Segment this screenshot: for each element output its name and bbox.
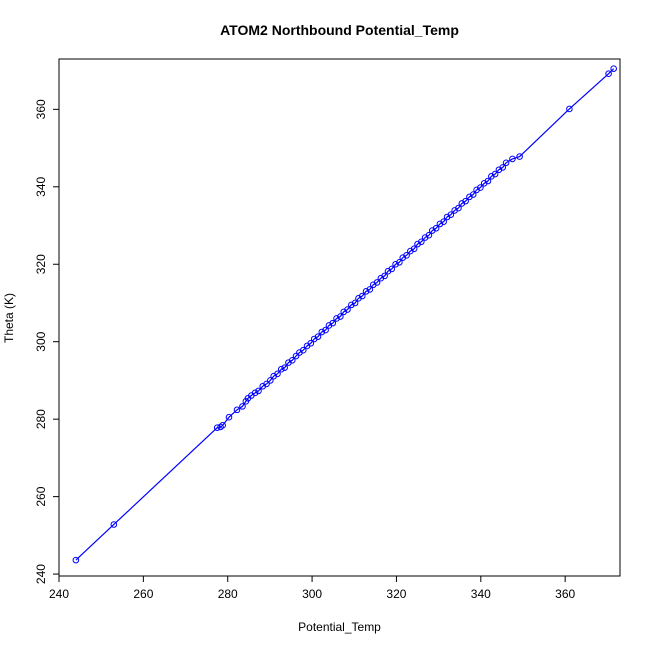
data-point (366, 286, 374, 293)
data-point (251, 389, 259, 397)
data-point (213, 424, 221, 431)
data-point (455, 204, 462, 212)
x-tick-label: 320 (386, 587, 406, 601)
data-point (447, 211, 455, 218)
data-point (333, 315, 340, 322)
data-point (277, 365, 285, 373)
y-tick-label: 360 (34, 99, 48, 119)
y-tick-label: 240 (34, 564, 48, 584)
data-point (255, 387, 262, 395)
data-point (502, 159, 510, 167)
x-tick-label: 280 (218, 587, 238, 601)
data-point (299, 346, 307, 354)
series-line (75, 68, 615, 561)
x-tick-label: 360 (555, 587, 575, 601)
data-point (396, 259, 403, 266)
data-point (351, 299, 359, 307)
data-point (440, 218, 447, 225)
data-point (373, 279, 381, 286)
x-axis-label: Potential_Temp (298, 620, 381, 634)
data-point (348, 301, 355, 309)
data-point (381, 272, 388, 280)
data-point (462, 197, 469, 205)
data-point (314, 333, 322, 340)
data-point (388, 265, 396, 273)
data-point (566, 105, 573, 113)
data-point (219, 422, 226, 429)
data-point (322, 326, 329, 334)
x-tick-label: 300 (302, 587, 322, 601)
data-point (110, 521, 118, 528)
data-point (477, 184, 484, 191)
data-point (469, 191, 477, 198)
data-point (267, 377, 274, 384)
data-point (484, 177, 492, 185)
data-point (491, 170, 499, 178)
y-tick-label: 260 (34, 486, 48, 506)
data-point (403, 252, 410, 259)
data-point (239, 403, 246, 410)
data-point (509, 155, 516, 163)
x-tick-label: 240 (49, 587, 69, 601)
y-axis-label: Theta (K) (2, 293, 16, 343)
data-point (329, 319, 337, 327)
data-point (610, 65, 617, 72)
data-point (281, 364, 288, 371)
data-point (318, 328, 326, 336)
data-point (292, 352, 300, 360)
data-point (425, 231, 433, 239)
data-point (225, 413, 233, 421)
data-point (358, 292, 366, 300)
data-point (362, 288, 370, 295)
data-point (605, 70, 612, 78)
chart-title: ATOM2 Northbound Potential_Temp (220, 22, 459, 38)
data-point (307, 339, 315, 347)
plot-area (72, 65, 617, 564)
data-point (274, 370, 281, 378)
data-point (410, 245, 418, 253)
y-tick-label: 280 (34, 409, 48, 429)
x-tick-label: 340 (471, 587, 491, 601)
data-point (288, 356, 296, 364)
data-point (337, 313, 344, 320)
data-point (72, 556, 80, 564)
data-point (263, 380, 270, 388)
y-tick-label: 320 (34, 254, 48, 274)
data-point (418, 238, 425, 246)
y-tick-label: 340 (34, 176, 48, 196)
plot-frame (58, 58, 621, 577)
y-tick-label: 300 (34, 331, 48, 351)
x-tick-label: 260 (133, 587, 153, 601)
data-point (499, 164, 507, 171)
data-point (516, 153, 523, 160)
data-point (432, 224, 440, 232)
data-point (344, 306, 351, 313)
data-point (392, 260, 399, 268)
data-point (233, 406, 241, 414)
